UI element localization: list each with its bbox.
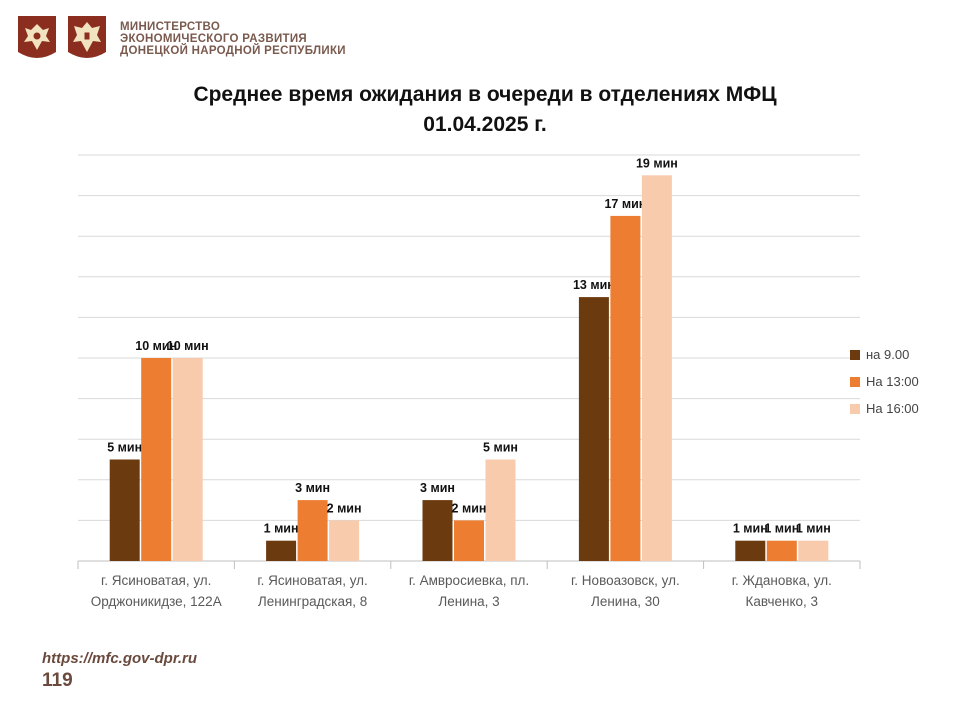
bar bbox=[297, 500, 328, 561]
bar bbox=[610, 215, 641, 561]
legend-swatch bbox=[850, 403, 860, 414]
bar bbox=[141, 358, 172, 561]
data-label: 1 мин bbox=[796, 522, 831, 536]
x-tick-label: г. Амвросиевка, пл. bbox=[409, 573, 529, 588]
data-label: 10 мин bbox=[135, 339, 177, 353]
chart-title-line-2: 01.04.2025 г. bbox=[423, 113, 547, 136]
x-tick-label: г. Новоазовск, ул. bbox=[571, 573, 680, 588]
legend-label: На 13:00 bbox=[866, 374, 919, 389]
data-label: 2 мин bbox=[452, 501, 487, 515]
data-label: 3 мин bbox=[420, 481, 455, 495]
chart-legend: на 9.00 На 13:00 На 16:00 bbox=[850, 341, 919, 422]
chart-title: Среднее время ожидания в очереди в отдел… bbox=[0, 80, 960, 140]
legend-label: на 9.00 bbox=[866, 347, 910, 362]
data-label: 10 мин bbox=[167, 339, 209, 353]
dpr-coat-of-arms-icon bbox=[68, 16, 106, 58]
data-label: 19 мин bbox=[636, 156, 678, 170]
data-label: 1 мин bbox=[733, 522, 768, 536]
data-label: 17 мин bbox=[604, 197, 646, 211]
bar bbox=[329, 520, 360, 561]
bar bbox=[766, 540, 797, 561]
russia-coat-of-arms-icon bbox=[18, 16, 56, 58]
data-label: 1 мин bbox=[764, 522, 799, 536]
legend-label: На 16:00 bbox=[866, 401, 919, 416]
ministry-name: МИНИСТЕРСТВО ЭКОНОМИЧЕСКОГО РАЗВИТИЯ ДОН… bbox=[120, 21, 346, 57]
x-tick-label: Ленина, 3 bbox=[438, 594, 499, 609]
data-label: 5 мин bbox=[483, 441, 518, 455]
bar bbox=[641, 175, 672, 562]
x-tick-label: г. Ясиноватая, ул. bbox=[101, 573, 211, 588]
bar bbox=[798, 540, 829, 561]
bar bbox=[485, 459, 516, 561]
legend-swatch bbox=[850, 376, 860, 387]
bar bbox=[172, 358, 203, 561]
footer-url[interactable]: https://mfc.gov-dpr.ru bbox=[42, 650, 197, 667]
bar bbox=[454, 520, 484, 561]
bar bbox=[735, 540, 766, 561]
ministry-line-1: МИНИСТЕРСТВО bbox=[120, 21, 221, 33]
ministry-line-2: ЭКОНОМИЧЕСКОГО РАЗВИТИЯ bbox=[120, 33, 307, 45]
ministry-line-3: ДОНЕЦКОЙ НАРОДНОЙ РЕСПУБЛИКИ bbox=[120, 45, 346, 57]
x-tick-label: г. Ясиноватая, ул. bbox=[257, 573, 367, 588]
legend-item: На 16:00 bbox=[850, 395, 919, 422]
x-tick-label: г. Ждановка, ул. bbox=[732, 573, 832, 588]
x-tick-label: Кавченко, 3 bbox=[746, 594, 819, 609]
x-tick-label: Ленинградская, 8 bbox=[258, 594, 367, 609]
bar bbox=[422, 500, 453, 561]
x-tick-label: Орджоникидзе, 122А bbox=[91, 594, 222, 609]
bar bbox=[266, 540, 297, 561]
legend-item: На 13:00 bbox=[850, 368, 919, 395]
legend-item: на 9.00 bbox=[850, 341, 919, 368]
page-number: 119 bbox=[42, 670, 73, 691]
data-label: 1 мин bbox=[264, 522, 299, 536]
bar bbox=[109, 459, 140, 561]
x-tick-label: Ленина, 30 bbox=[591, 594, 660, 609]
chart-title-line-1: Среднее время ожидания в очереди в отдел… bbox=[193, 83, 777, 106]
data-label: 2 мин bbox=[327, 501, 362, 515]
legend-swatch bbox=[850, 349, 860, 360]
header: МИНИСТЕРСТВО ЭКОНОМИЧЕСКОГО РАЗВИТИЯ ДОН… bbox=[16, 14, 346, 64]
bar bbox=[578, 297, 609, 561]
data-label: 5 мин bbox=[107, 441, 142, 455]
data-label: 3 мин bbox=[295, 481, 330, 495]
data-label: 13 мин bbox=[573, 278, 615, 292]
